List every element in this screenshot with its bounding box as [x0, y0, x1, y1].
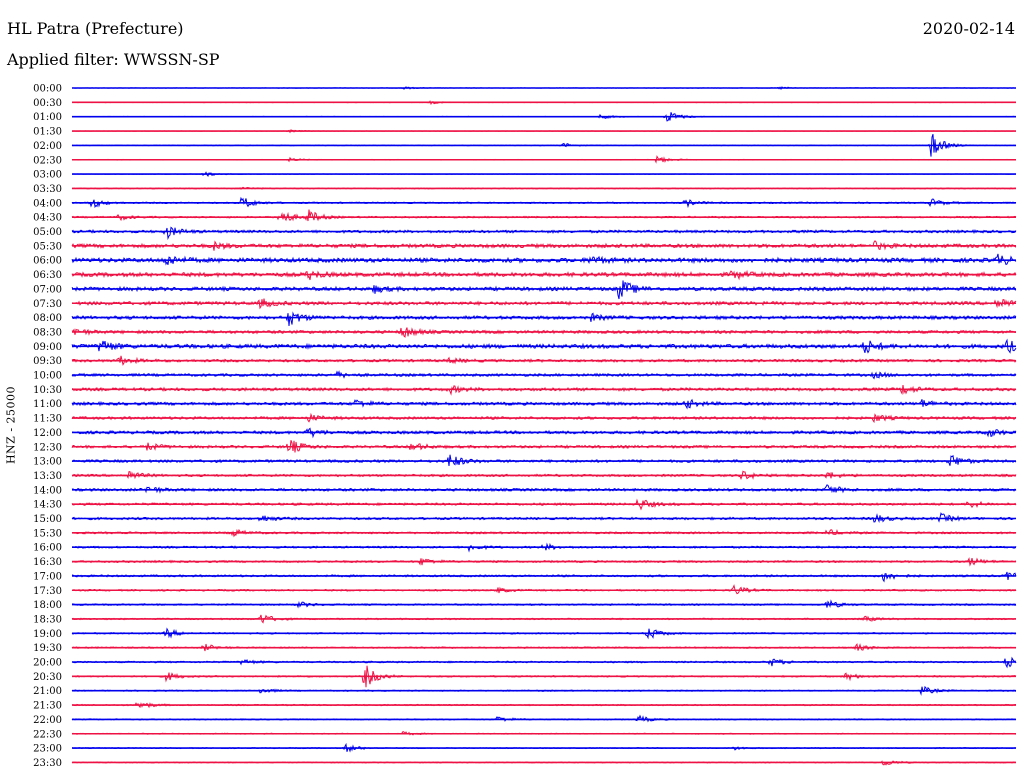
trace-0630 — [71, 269, 1017, 281]
row-label-2200: 22:00 — [33, 715, 62, 726]
row-label-2300: 23:00 — [33, 744, 62, 755]
trace-0700 — [71, 280, 1017, 300]
row-label-0030: 00:30 — [33, 98, 62, 109]
row-label-0630: 06:30 — [33, 270, 62, 281]
row-label-2030: 20:30 — [33, 672, 62, 683]
row-label-2330: 23:30 — [33, 758, 62, 769]
row-label-1900: 19:00 — [33, 629, 62, 640]
row-label-0930: 09:30 — [33, 356, 62, 367]
row-label-1130: 11:30 — [33, 414, 62, 425]
row-label-0230: 02:30 — [33, 155, 62, 166]
trace-0600 — [71, 253, 1017, 266]
row-label-1830: 18:30 — [33, 614, 62, 625]
trace-2200 — [71, 714, 1017, 723]
row-label-1200: 12:00 — [33, 428, 62, 439]
row-label-0200: 02:00 — [33, 141, 62, 152]
row-label-0700: 07:00 — [33, 284, 62, 295]
trace-1500 — [71, 512, 1017, 523]
row-label-0900: 09:00 — [33, 342, 62, 353]
row-label-0330: 03:30 — [33, 184, 62, 195]
row-label-0300: 03:00 — [33, 170, 62, 181]
row-label-1330: 13:30 — [33, 471, 62, 482]
row-label-0430: 04:30 — [33, 213, 62, 224]
row-label-1000: 10:00 — [33, 371, 62, 382]
station-title: HL Patra (Prefecture) — [7, 19, 184, 38]
filter-label: Applied filter: — [7, 50, 119, 69]
filter-name: WWSSN-SP — [123, 50, 220, 69]
date-label: 2020-02-14 — [922, 19, 1015, 38]
row-label-0100: 01:00 — [33, 112, 62, 123]
trace-0430 — [71, 209, 1017, 222]
row-label-1630: 16:30 — [33, 557, 62, 568]
row-label-1800: 18:00 — [33, 600, 62, 611]
row-label-0830: 08:30 — [33, 327, 62, 338]
row-label-0000: 00:00 — [33, 84, 62, 95]
trace-0500 — [71, 226, 1017, 241]
row-label-1300: 13:00 — [33, 457, 62, 468]
row-label-1500: 15:00 — [33, 514, 62, 525]
row-label-1430: 14:30 — [33, 500, 62, 511]
filter-line: Applied filter: WWSSN-SP — [7, 50, 220, 70]
row-label-0800: 08:00 — [33, 313, 62, 324]
row-label-1600: 16:00 — [33, 543, 62, 554]
row-label-0600: 06:00 — [33, 256, 62, 267]
trace-1400 — [71, 484, 1017, 494]
row-label-0530: 05:30 — [33, 241, 62, 252]
row-label-2130: 21:30 — [33, 701, 62, 712]
row-label-1030: 10:30 — [33, 385, 62, 396]
row-label-1100: 11:00 — [33, 399, 62, 410]
row-label-1400: 14:00 — [33, 485, 62, 496]
row-label-1700: 17:00 — [33, 571, 62, 582]
row-label-1230: 12:30 — [33, 442, 62, 453]
row-label-0400: 04:00 — [33, 198, 62, 209]
row-label-1930: 19:30 — [33, 643, 62, 654]
row-label-1530: 15:30 — [33, 528, 62, 539]
rows-layer: 00:00 00:30 01:00 01:30 02:00 02:30 03:00 03:30… — [33, 84, 1017, 769]
row-label-0730: 07:30 — [33, 299, 62, 310]
row-label-1730: 17:30 — [33, 586, 62, 597]
row-label-0500: 05:00 — [33, 227, 62, 238]
trace-0800 — [71, 311, 1017, 326]
row-label-2230: 22:30 — [33, 729, 62, 740]
row-label-2000: 20:00 — [33, 658, 62, 669]
row-label-2100: 21:00 — [33, 686, 62, 697]
row-label-0130: 01:30 — [33, 127, 62, 138]
